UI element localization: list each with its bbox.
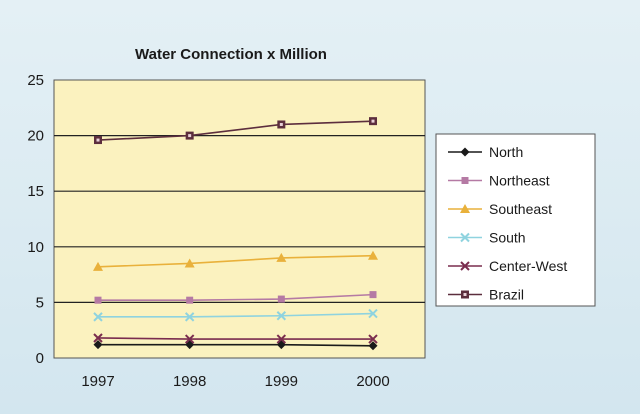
x-tick-label: 1998 (173, 373, 206, 390)
series-line-brazil (97, 120, 374, 141)
series-line-center-west (97, 337, 373, 340)
point-brazil-center (96, 138, 100, 142)
point-brazil-center (371, 119, 375, 123)
point-south (184, 312, 195, 322)
legend-marker-southeast (460, 204, 470, 213)
point-southeast (93, 261, 103, 271)
legend-label-southeast: Southeast (489, 201, 552, 217)
series-line-north (98, 343, 374, 347)
series-lines (93, 117, 378, 351)
point-northeast (94, 296, 102, 304)
legend-label-brazil: Brazil (489, 287, 524, 303)
point-center-west (184, 334, 195, 344)
gridlines (54, 135, 425, 303)
point-south (276, 311, 287, 321)
point-north (368, 341, 378, 351)
axes: 0 5 10 15 20 25 1997 1998 1999 2000 (27, 72, 389, 390)
point-southeast (184, 258, 195, 268)
y-tick-label: 0 (36, 350, 44, 367)
y-tick-label: 15 (27, 183, 44, 200)
point-south (368, 308, 378, 319)
point-brazil-center (279, 122, 283, 126)
legend-label-northeast: Northeast (489, 173, 550, 189)
point-center-west (93, 333, 103, 343)
point-center-west (276, 334, 287, 344)
legend-box (435, 133, 596, 307)
plot-area (53, 79, 426, 359)
legend-marker-northeast (461, 177, 469, 184)
legend: North Northeast Southeast South Center-West B… (435, 133, 596, 307)
x-tick-label: 1997 (81, 373, 114, 390)
point-north (93, 340, 103, 350)
legend-marker-south (460, 232, 470, 243)
chart-title: Water Connection x Million (135, 46, 327, 63)
point-southeast (276, 252, 287, 262)
point-northeast (277, 295, 285, 303)
y-tick-label: 20 (27, 128, 44, 145)
x-tick-label: 1999 (265, 373, 298, 390)
legend-label-south: South (489, 230, 526, 246)
legend-marker-brazil-center (463, 293, 467, 296)
point-southeast (368, 250, 378, 260)
point-brazil-center (188, 134, 192, 138)
y-tick-label: 5 (36, 294, 44, 311)
point-center-west (368, 334, 378, 344)
point-south (93, 312, 103, 322)
series-line-south (98, 312, 374, 318)
point-northeast (369, 291, 377, 299)
legend-label-center-west: Center-West (489, 258, 567, 274)
series-line-southeast (97, 254, 374, 268)
x-tick-label: 2000 (356, 373, 389, 390)
point-northeast (186, 296, 194, 304)
series-line-northeast (98, 293, 374, 301)
legend-marker-north (460, 147, 470, 157)
legend-label-north: North (489, 144, 523, 160)
y-tick-label: 10 (27, 239, 44, 256)
y-tick-label: 25 (27, 72, 44, 89)
legend-marker-center-west (460, 261, 470, 271)
